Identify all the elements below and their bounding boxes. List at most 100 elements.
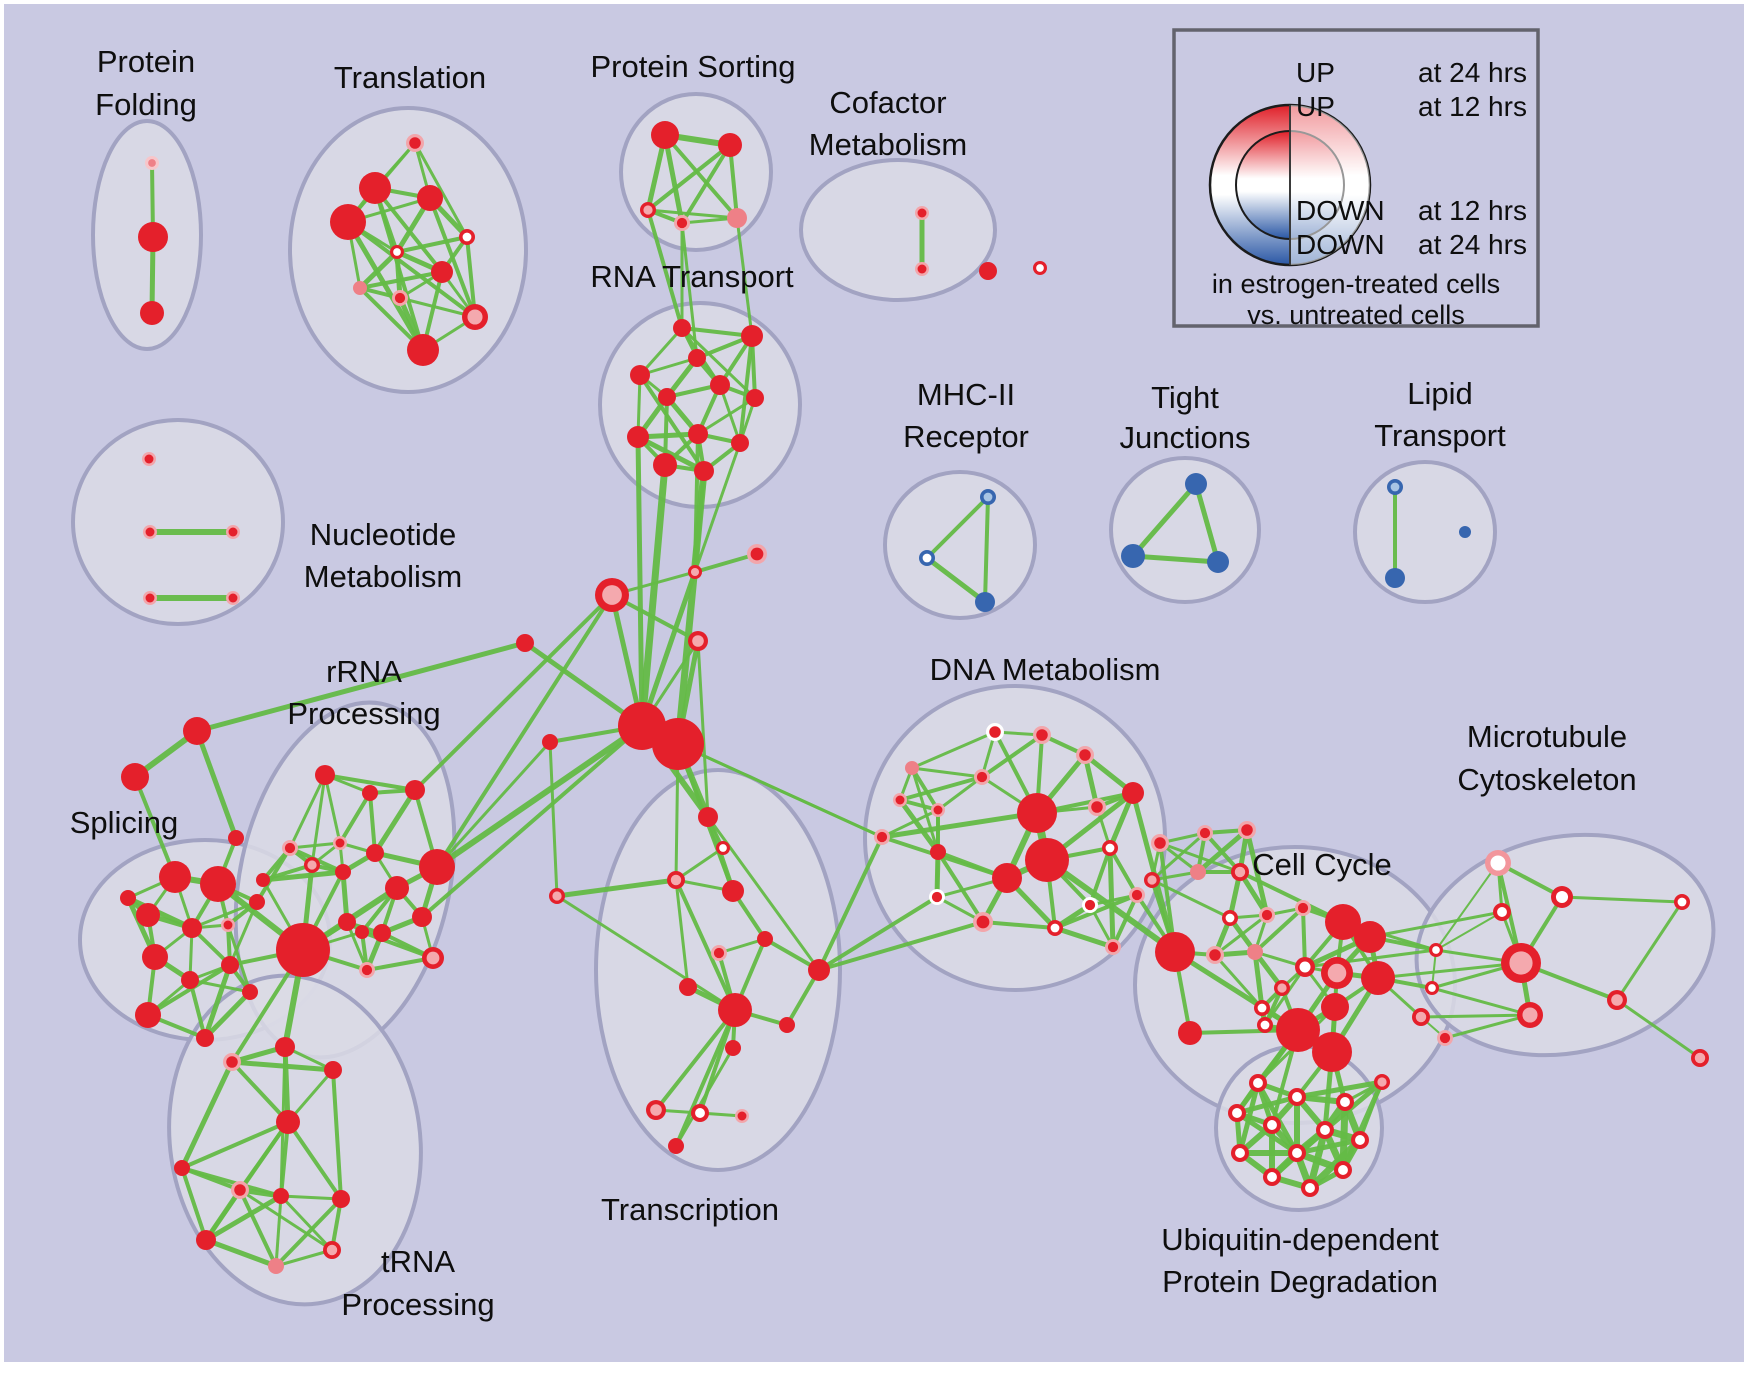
edge: [323, 773, 342, 845]
edge: [738, 334, 754, 445]
node-rna-transport: [688, 349, 706, 367]
edge-intercluster: [693, 441, 742, 574]
edge: [696, 396, 757, 436]
node-ubiquitin-degradation: [1235, 1148, 1245, 1158]
edge: [323, 773, 417, 792]
node-rna-transport: [741, 325, 763, 347]
edge: [180, 1166, 208, 1242]
node-splicing: [242, 984, 258, 1000]
node-backbone: [750, 547, 764, 561]
node-dna-metabolism: [976, 771, 988, 783]
edge: [1615, 998, 1702, 1060]
node-rna-transport: [746, 389, 764, 407]
node-dna-metabolism: [930, 844, 946, 860]
edge: [1052, 925, 1116, 950]
edge: [1195, 827, 1250, 875]
node-dna-metabolism: [976, 915, 990, 929]
cluster-ellipse-microtubule-cytoskeleton: [1414, 832, 1716, 1058]
node-cell-cycle: [1325, 904, 1361, 940]
node-rna-transport: [710, 375, 730, 395]
node-backbone: [183, 717, 211, 745]
node-rrna-processing: [355, 925, 369, 939]
edge: [358, 270, 444, 290]
node-transcription: [679, 978, 697, 996]
node-transcription: [698, 807, 718, 827]
node-rrna-processing: [284, 842, 296, 854]
edge: [1244, 827, 1270, 918]
node-rna-transport: [673, 319, 691, 337]
node-backbone: [690, 567, 700, 577]
edge: [357, 249, 400, 291]
node-splicing: [196, 1029, 214, 1047]
edge: [981, 920, 1057, 930]
node-rna-transport: [653, 453, 677, 477]
edge: [1193, 481, 1221, 565]
node-lipid-transport: [1385, 568, 1405, 588]
edge: [924, 555, 988, 605]
cluster-label-lipid-transport: Transport: [1374, 418, 1506, 453]
node-cell-cycle: [1361, 961, 1395, 995]
edge: [980, 733, 1044, 779]
node-protein-sorting: [718, 133, 742, 157]
cluster-label-mhc-ii-receptor: Receptor: [903, 419, 1029, 454]
node-translation: [359, 172, 391, 204]
node-translation: [394, 292, 406, 304]
edge-intercluster: [1376, 961, 1523, 980]
node-translation: [467, 309, 483, 325]
node-transcription: [722, 880, 744, 902]
node-cell-cycle: [1247, 944, 1263, 960]
node-splicing: [181, 971, 199, 989]
node-rna-transport: [688, 424, 708, 444]
node-ubiquitin-degradation: [1253, 1078, 1263, 1088]
node-ubiquitin-degradation: [1267, 1120, 1277, 1130]
node-translation: [417, 185, 443, 211]
edge: [674, 878, 737, 1012]
node-dna-metabolism: [1131, 889, 1143, 901]
node-cell-cycle: [1234, 866, 1246, 878]
cluster-label-tight-junctions: Tight: [1151, 380, 1219, 415]
edge-intercluster: [880, 808, 940, 839]
node-microtubule-cytoskeleton: [1611, 994, 1623, 1006]
edge: [279, 1194, 334, 1252]
node-protein-folding: [148, 159, 156, 167]
node-mhc-ii-receptor: [983, 492, 993, 502]
edge: [194, 640, 528, 734]
edge: [338, 791, 372, 845]
cluster-label-protein-folding: Folding: [95, 87, 197, 122]
edge: [898, 775, 984, 802]
node-rna-transport: [627, 426, 649, 448]
edge: [226, 923, 252, 994]
node-cofactor-metabolism: [979, 262, 997, 280]
node-dna-metabolism: [1050, 923, 1060, 933]
node-splicing: [135, 1002, 161, 1028]
edge: [274, 1197, 343, 1268]
node-cell-cycle: [1312, 1032, 1352, 1072]
node-cell-cycle: [1261, 909, 1273, 921]
node-microtubule-cytoskeleton: [1428, 984, 1436, 992]
node-translation: [462, 232, 472, 242]
node-lipid-transport: [1459, 526, 1471, 538]
node-transcription: [668, 1138, 684, 1154]
node-rrna-processing: [335, 864, 351, 880]
edge: [288, 841, 342, 850]
node-rrna-processing: [361, 964, 373, 976]
edge: [1108, 846, 1139, 897]
node-cell-cycle: [1277, 983, 1287, 993]
node-nucleotide-metabolism: [144, 454, 154, 464]
node-cofactor-metabolism: [917, 208, 927, 218]
node-nucleotide-metabolism: [228, 593, 238, 603]
node-trna-processing: [174, 1160, 190, 1176]
node-transcription: [779, 1017, 795, 1033]
edge: [202, 962, 233, 1041]
node-splicing: [200, 866, 236, 902]
edge: [1213, 953, 1264, 1010]
node-backbone: [516, 634, 534, 652]
edge-intercluster: [435, 740, 552, 869]
node-rrna-processing: [366, 844, 384, 862]
node-transcription: [713, 947, 725, 959]
edge: [180, 1120, 290, 1170]
edge: [1322, 1079, 1385, 1133]
node-cell-cycle: [1225, 913, 1235, 923]
node-backbone: [602, 585, 622, 605]
edge: [910, 730, 997, 770]
